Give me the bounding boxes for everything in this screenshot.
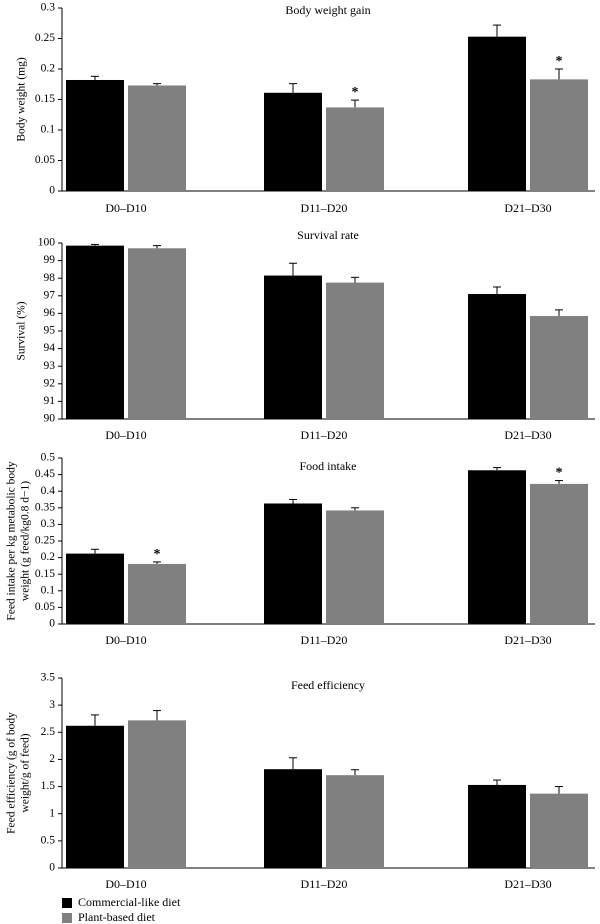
chart3-y-tick-label: 0.35 bbox=[35, 501, 55, 513]
chart3-significance-mark: * bbox=[154, 547, 161, 562]
chart4-y-axis-label: Feed efficiency (g of body bbox=[6, 712, 18, 834]
chart3-category-label: D0–D10 bbox=[105, 633, 146, 647]
chart3-y-tick-label: 0.15 bbox=[35, 568, 55, 580]
chart4-category-label: D0–D10 bbox=[105, 877, 146, 891]
chart1-category-label: D21–D30 bbox=[504, 201, 551, 215]
chart4-bar bbox=[530, 793, 588, 868]
chart3-bar bbox=[66, 553, 124, 624]
chart3-bar bbox=[128, 563, 186, 624]
chart4-y-tick-label: 1 bbox=[49, 807, 55, 819]
chart4-bar bbox=[326, 775, 384, 868]
chart2-y-tick-label: 94 bbox=[44, 342, 56, 354]
chart1-y-axis-label: Body weight (mg) bbox=[16, 57, 28, 141]
chart1-category-label: D11–D20 bbox=[301, 201, 348, 215]
chart3-y-tick-label: 0.25 bbox=[35, 535, 55, 547]
chart4-y-axis-label: weight/g of feed) bbox=[20, 733, 32, 812]
chart2-y-tick-label: 92 bbox=[44, 377, 56, 389]
chart2-y-tick-label: 99 bbox=[44, 254, 56, 266]
chart3-y-tick-label: 0.45 bbox=[35, 468, 55, 480]
chart2-bar bbox=[468, 294, 526, 419]
chart2-y-tick-label: 100 bbox=[38, 237, 56, 249]
chart2-bar bbox=[264, 275, 322, 419]
chart4-title: Feed efficiency bbox=[291, 678, 365, 692]
legend-swatch bbox=[62, 913, 72, 923]
chart4-bar bbox=[128, 720, 186, 868]
chart2-y-axis-label: Survival (%) bbox=[16, 301, 28, 360]
chart3-y-tick-label: 0.1 bbox=[41, 584, 56, 596]
chart3-category-label: D11–D20 bbox=[301, 633, 348, 647]
chart1-y-tick-label: 0.3 bbox=[41, 2, 56, 14]
chart1-y-tick-label: 0.25 bbox=[35, 32, 55, 44]
chart2-y-tick-label: 98 bbox=[44, 272, 56, 284]
chart1-significance-mark: * bbox=[556, 54, 563, 69]
chart2-category-label: D11–D20 bbox=[301, 428, 348, 442]
chart1-title: Body weight gain bbox=[285, 3, 370, 17]
chart4-y-tick-label: 2.5 bbox=[41, 726, 56, 738]
chart3-y-tick-label: 0.4 bbox=[41, 485, 56, 497]
chart2-y-tick-label: 90 bbox=[44, 413, 56, 425]
chart4-y-tick-label: 2 bbox=[49, 753, 55, 765]
chart2-category-label: D21–D30 bbox=[504, 428, 551, 442]
chart3-bar bbox=[530, 483, 588, 624]
chart3-significance-mark: * bbox=[556, 466, 563, 481]
chart1-y-tick-label: 0 bbox=[49, 185, 55, 197]
chart4-category-label: D21–D30 bbox=[504, 877, 551, 891]
chart1-bar bbox=[468, 36, 526, 191]
chart2-bar bbox=[326, 282, 384, 419]
chart2-y-tick-label: 97 bbox=[44, 289, 56, 301]
chart3-y-tick-label: 0.05 bbox=[35, 601, 55, 613]
chart3-category-label: D21–D30 bbox=[504, 633, 551, 647]
chart1-category-label: D0–D10 bbox=[105, 201, 146, 215]
chart2-bar bbox=[530, 316, 588, 419]
chart2-bar bbox=[128, 248, 186, 419]
chart1-y-tick-label: 0.05 bbox=[35, 154, 55, 166]
chart4-y-tick-label: 0.5 bbox=[41, 834, 56, 846]
chart1-bar bbox=[530, 79, 588, 191]
legend-label: Commercial-like diet bbox=[78, 895, 181, 909]
chart4-y-tick-label: 3 bbox=[49, 699, 55, 711]
chart2-bar bbox=[66, 245, 124, 419]
chart4-y-tick-label: 3.5 bbox=[41, 672, 56, 684]
chart2-title: Survival rate bbox=[297, 228, 359, 242]
chart3-y-tick-label: 0.2 bbox=[41, 551, 56, 563]
chart2-y-tick-label: 96 bbox=[44, 307, 56, 319]
chart3-y-axis-label: Feed intake per kg metabolic body bbox=[6, 461, 18, 621]
chart1-bar bbox=[128, 85, 186, 191]
chart2-y-tick-label: 91 bbox=[44, 395, 56, 407]
chart4-bar bbox=[468, 784, 526, 868]
chart1-y-tick-label: 0.2 bbox=[41, 63, 56, 75]
chart1-significance-mark: * bbox=[352, 85, 359, 100]
chart1-bar bbox=[264, 92, 322, 191]
chart3-title: Food intake bbox=[300, 459, 357, 473]
chart3-bar bbox=[468, 470, 526, 624]
chart4-bar bbox=[66, 725, 124, 868]
legend-label: Plant-based diet bbox=[78, 910, 156, 924]
chart1-y-tick-label: 0.15 bbox=[35, 93, 55, 105]
chart3-y-tick-label: 0.3 bbox=[41, 518, 56, 530]
chart1-bar bbox=[66, 79, 124, 191]
chart4-category-label: D11–D20 bbox=[301, 877, 348, 891]
chart1-bar bbox=[326, 107, 384, 191]
chart3-y-tick-label: 0.5 bbox=[41, 452, 56, 464]
chart4-y-tick-label: 0 bbox=[49, 862, 55, 874]
chart3-bar bbox=[264, 503, 322, 624]
chart4-bar bbox=[264, 769, 322, 868]
chart2-y-tick-label: 93 bbox=[44, 360, 56, 372]
chart1-y-tick-label: 0.1 bbox=[41, 124, 56, 136]
chart2-category-label: D0–D10 bbox=[105, 428, 146, 442]
chart2-y-tick-label: 95 bbox=[44, 325, 56, 337]
chart3-y-tick-label: 0 bbox=[49, 618, 55, 630]
chart3-y-axis-label: weight (g feed/kg0.8 d−1) bbox=[20, 481, 32, 601]
chart3-bar bbox=[326, 510, 384, 624]
chart4-y-tick-label: 1.5 bbox=[41, 780, 56, 792]
legend-swatch bbox=[62, 898, 72, 908]
